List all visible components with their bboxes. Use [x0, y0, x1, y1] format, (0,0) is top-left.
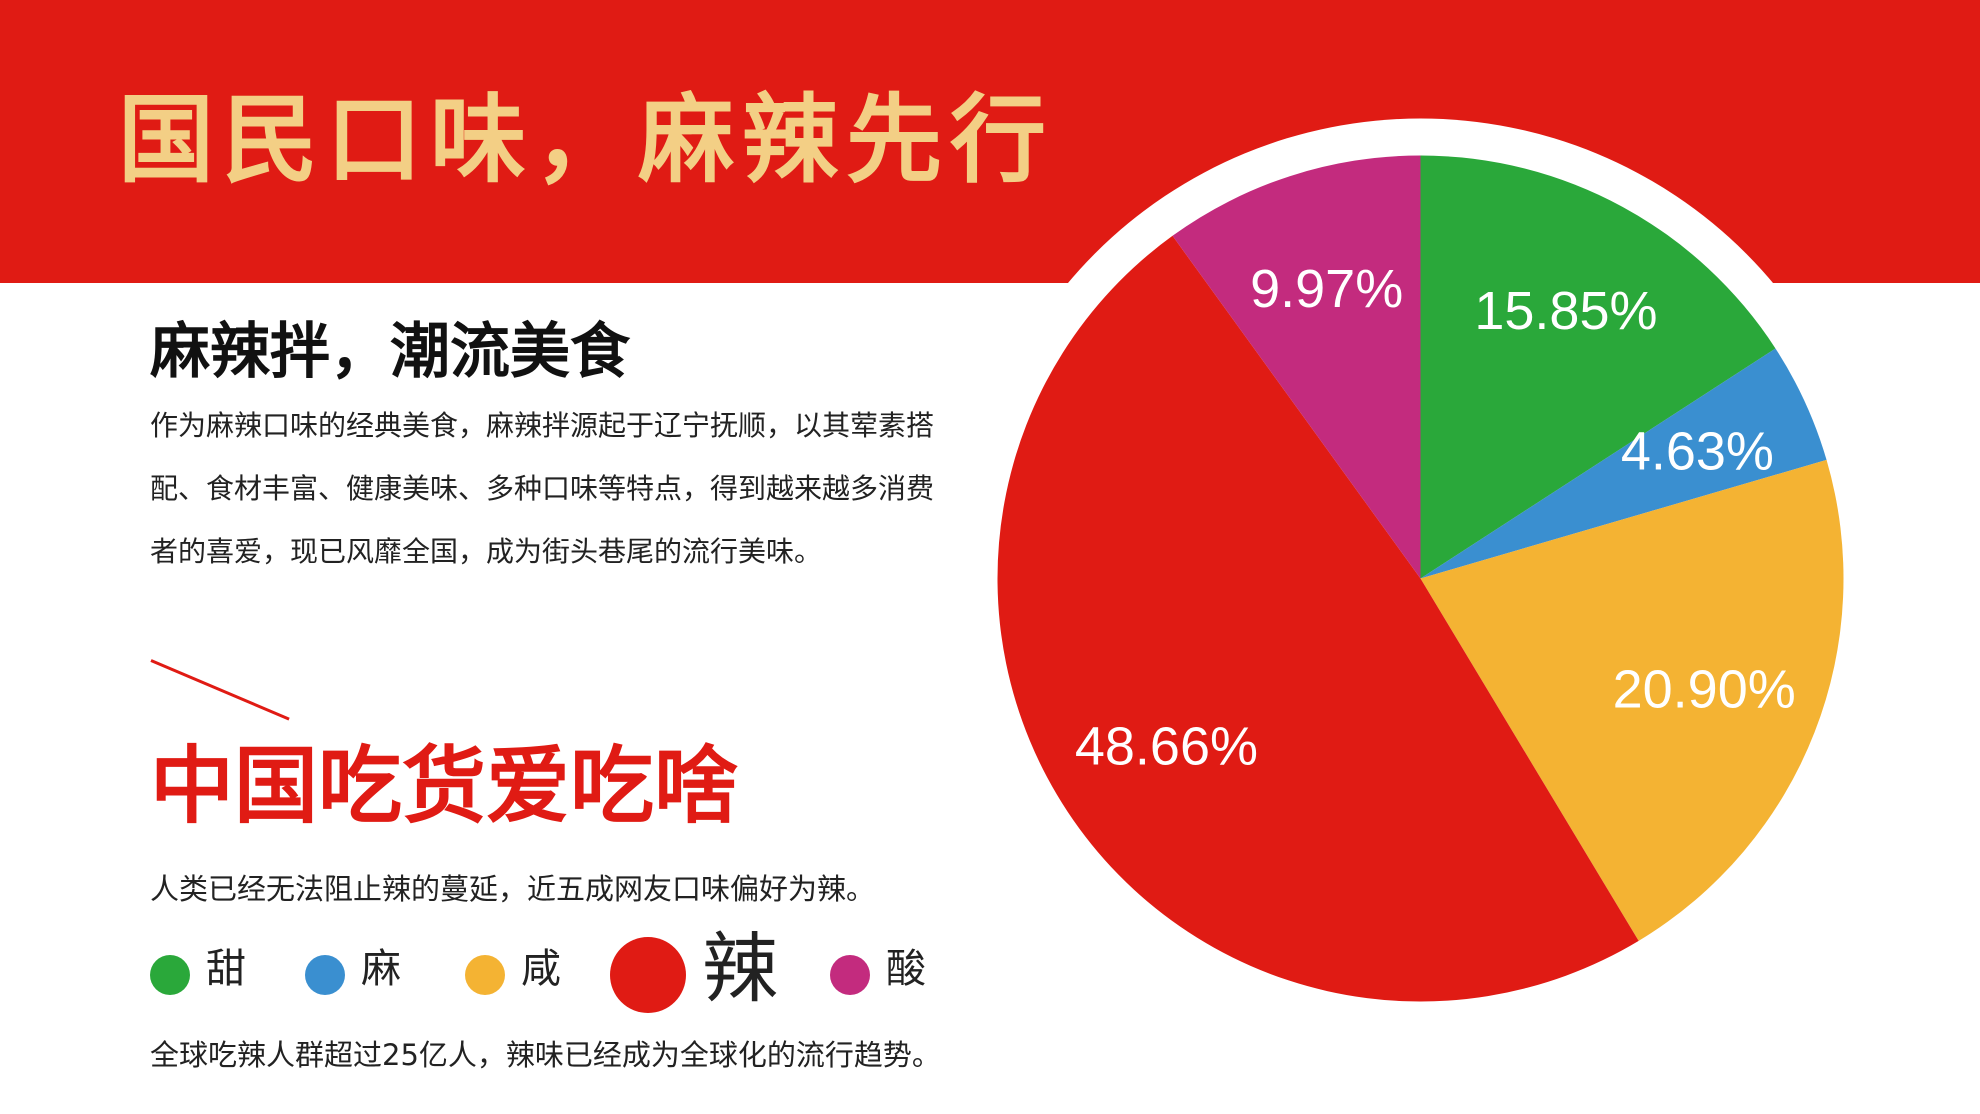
- pie-label-1: 15.85%: [1474, 281, 1657, 341]
- pie-label-5: 9.97%: [1250, 259, 1403, 319]
- legend-swatch: [610, 937, 686, 1013]
- decorative-divider: [150, 659, 290, 721]
- legend-label: 酸: [886, 946, 926, 992]
- page-title: 国民口味，麻辣先行: [118, 84, 1054, 196]
- intro-paragraph: 作为麻辣口味的经典美食，麻辣拌源起于辽宁抚顺，以其荤素搭配、食材丰富、健康美味、…: [150, 409, 935, 568]
- section-subtitle: 麻辣拌，潮流美食: [150, 317, 630, 387]
- pie-label-3: 20.90%: [1613, 659, 1796, 719]
- pie-slice-2: [1420, 348, 1827, 579]
- pie-label-2: 4.63%: [1621, 422, 1774, 482]
- legend-swatch: [305, 955, 345, 995]
- legend-swatch: [830, 955, 870, 995]
- legend-swatch: [150, 955, 190, 995]
- legend-label: 咸: [521, 946, 561, 992]
- footnote-text: 全球吃辣人群超过25亿人，辣味已经成为全球化的流行趋势。: [150, 1038, 941, 1072]
- legend-label: 甜: [206, 946, 246, 992]
- pie-chart-svg: 15.85% 4.63% 20.90% 48.66% 9.97%: [960, 118, 1881, 1039]
- pie-slice-5: [1172, 155, 1421, 579]
- pie-slice-4: [997, 235, 1639, 1002]
- pie-chart: 15.85% 4.63% 20.90% 48.66% 9.97%: [960, 118, 1881, 1039]
- pie-slice-1: [1420, 155, 1776, 579]
- legend-swatch: [465, 955, 505, 995]
- legend-label: 麻: [361, 946, 401, 992]
- section-headline: 中国吃货爱吃啥: [150, 737, 739, 835]
- chart-legend: 甜麻咸辣酸: [150, 931, 970, 1015]
- legend-label: 辣: [702, 924, 778, 1013]
- pie-label-4: 48.66%: [1075, 716, 1258, 776]
- pie-slice-3: [1420, 459, 1844, 941]
- description-text: 人类已经无法阻止辣的蔓延，近五成网友口味偏好为辣。: [150, 872, 876, 906]
